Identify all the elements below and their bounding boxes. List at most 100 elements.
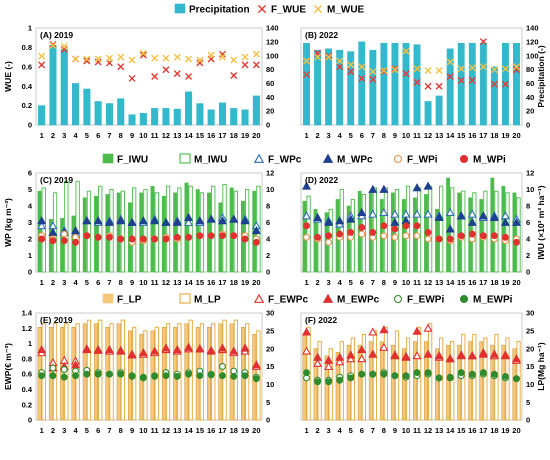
point-m-ewpc bbox=[478, 349, 488, 358]
point-m-wpc bbox=[184, 212, 194, 221]
panel-title: (F) 2022 bbox=[305, 315, 337, 325]
x-tick-label: 8 bbox=[382, 278, 386, 287]
point-m-ewpi bbox=[196, 372, 204, 380]
point-f-wue bbox=[424, 82, 432, 90]
point-m-wpc bbox=[500, 217, 510, 226]
point-m-wue bbox=[252, 50, 260, 58]
x-tick-label: 4 bbox=[338, 278, 343, 287]
legend-label-m-lp: M_LP bbox=[194, 295, 221, 306]
point-m-wpc bbox=[368, 184, 378, 193]
bar-m-iwu bbox=[461, 190, 466, 273]
x-tick-label: 6 bbox=[360, 131, 364, 140]
bar-precipitation bbox=[60, 48, 68, 126]
point-f-wpi bbox=[391, 233, 399, 241]
right-tick-label: 0 bbox=[266, 121, 270, 130]
right-tick-label: 25 bbox=[266, 326, 274, 335]
x-tick-label: 3 bbox=[327, 426, 331, 435]
x-tick-label: 17 bbox=[479, 278, 487, 287]
x-tick-label: 3 bbox=[62, 278, 66, 287]
point-f-wpc bbox=[423, 209, 433, 218]
point-f-wue bbox=[501, 80, 509, 88]
point-m-wpi bbox=[173, 233, 181, 241]
point-m-ewpc bbox=[301, 327, 312, 336]
right-tick-label: 20 bbox=[266, 344, 274, 353]
point-m-wpi bbox=[94, 233, 102, 241]
point-m-wue bbox=[173, 53, 181, 61]
panel-f: 1 2 3 4 5 6 7 8 9 10 11 12 13 14 15 16 17 18 19 20051015202… bbox=[300, 309, 546, 435]
point-m-ewpc bbox=[456, 350, 466, 359]
right-tick-label: 25 bbox=[526, 326, 534, 335]
point-m-ewpc bbox=[116, 345, 126, 354]
x-tick-label: 2 bbox=[315, 131, 319, 140]
bar-f-lp bbox=[413, 341, 417, 421]
x-tick-label: 18 bbox=[230, 131, 238, 140]
bar-precipitation bbox=[173, 108, 181, 126]
bar-f-lp bbox=[379, 341, 384, 421]
point-m-wpi bbox=[303, 222, 310, 230]
point-m-wue bbox=[501, 65, 509, 73]
point-f-wue bbox=[94, 58, 102, 66]
bar-precipitation bbox=[358, 41, 366, 126]
point-m-ewpc bbox=[93, 344, 103, 354]
point-m-wpc bbox=[82, 216, 92, 225]
x-tick-label: 1 bbox=[40, 131, 44, 140]
x-tick-label: 10 bbox=[139, 426, 147, 435]
bar-precipitation bbox=[185, 91, 193, 126]
bar-m-iwu bbox=[98, 185, 103, 273]
x-tick-label: 4 bbox=[338, 131, 343, 140]
point-m-wue bbox=[128, 56, 136, 64]
bar-m-iwu bbox=[211, 185, 216, 273]
point-f-wue bbox=[128, 74, 136, 82]
x-tick-label: 1 bbox=[304, 278, 308, 287]
x-tick-label: 17 bbox=[218, 131, 226, 140]
point-m-wpi bbox=[468, 230, 476, 238]
point-m-wpc bbox=[434, 212, 444, 221]
point-m-ewpi bbox=[173, 372, 181, 380]
panel-title: (D) 2022 bbox=[305, 175, 338, 185]
point-m-ewpc bbox=[229, 346, 239, 355]
point-f-wue bbox=[196, 59, 204, 67]
left-axis-label: WUE (-) bbox=[3, 61, 13, 92]
bar-precipitation bbox=[72, 83, 80, 126]
legend-label-m-wpi: M_WPi bbox=[473, 155, 506, 166]
left-tick-label: 0.8 bbox=[22, 354, 32, 363]
plot-area bbox=[35, 27, 263, 126]
point-f-wue bbox=[457, 76, 465, 84]
x-tick-label: 11 bbox=[151, 131, 159, 140]
point-m-wue bbox=[207, 51, 215, 59]
point-m-ewpi bbox=[219, 372, 226, 380]
x-tick-label: 9 bbox=[393, 426, 397, 435]
bar-m-iwu bbox=[188, 185, 193, 273]
point-m-wpc bbox=[423, 181, 433, 190]
point-m-ewpc bbox=[390, 350, 400, 359]
x-tick-label: 5 bbox=[85, 426, 89, 435]
panel-d: 1 2 3 4 5 6 7 8 9 10 11 12 13 14 15 16 17 18 19 20024681012… bbox=[300, 169, 546, 287]
x-tick-label: 14 bbox=[184, 426, 193, 435]
point-f-ewpc bbox=[423, 323, 433, 332]
left-tick-label: 1 bbox=[28, 251, 32, 260]
bar-precipitation bbox=[314, 49, 322, 126]
x-tick-label: 19 bbox=[501, 278, 509, 287]
right-tick-label: 0 bbox=[266, 416, 270, 425]
bar-precipitation bbox=[347, 51, 355, 126]
point-m-wpi bbox=[38, 235, 46, 243]
point-m-wpi bbox=[49, 237, 57, 245]
x-tick-label: 20 bbox=[252, 131, 260, 140]
x-tick-label: 3 bbox=[62, 426, 66, 435]
point-m-ewpc bbox=[313, 352, 323, 361]
right-tick-label: 20 bbox=[526, 344, 534, 353]
x-tick-label: 7 bbox=[371, 426, 375, 435]
point-m-wpi bbox=[435, 235, 443, 243]
point-m-wpc bbox=[456, 211, 466, 220]
point-m-wpc bbox=[313, 212, 323, 221]
x-tick-label: 7 bbox=[371, 131, 375, 140]
panel-title: (A) 2019 bbox=[40, 30, 73, 40]
point-m-ewpc bbox=[335, 352, 345, 361]
point-m-wpi bbox=[196, 232, 204, 240]
x-tick-label: 8 bbox=[119, 278, 123, 287]
x-tick-label: 12 bbox=[162, 278, 170, 287]
point-f-wue bbox=[230, 72, 238, 80]
legend-label-f-iwu: F_IWU bbox=[117, 155, 148, 166]
x-tick-label: 5 bbox=[349, 426, 353, 435]
point-m-ewpi bbox=[446, 373, 454, 381]
